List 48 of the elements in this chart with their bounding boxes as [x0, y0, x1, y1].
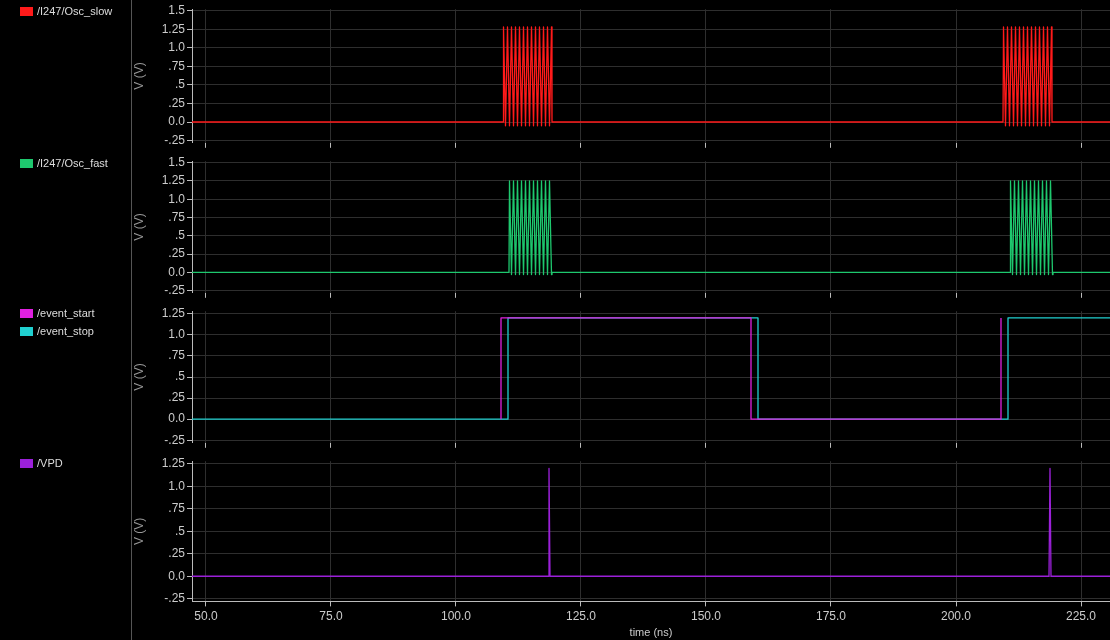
x-tick-label: 150.0 — [690, 608, 722, 623]
y-tick-label: .5 — [174, 523, 186, 538]
y-tick-label: -.25 — [164, 282, 186, 297]
y-axis-title: V (V) — [131, 213, 146, 241]
x-tick-label: 50.0 — [194, 608, 218, 623]
y-tick-label: 1.0 — [168, 40, 186, 55]
x-tick-label: 125.0 — [565, 608, 597, 623]
y-tick-label: .75 — [168, 209, 186, 224]
legend-label: /event_stop — [37, 325, 94, 337]
legend-label: /I247/Osc_slow — [37, 5, 113, 17]
legend-label: /event_start — [37, 307, 95, 319]
y-tick-label: .25 — [168, 390, 186, 405]
y-tick-label: 1.25 — [161, 456, 186, 471]
x-tick-label: 200.0 — [940, 608, 972, 623]
y-axis-title: V (V) — [131, 62, 146, 90]
x-tick-label: 175.0 — [815, 608, 847, 623]
legend-label: /I247/Osc_fast — [37, 157, 108, 169]
y-tick-label: -.25 — [164, 432, 186, 447]
y-axis-title: V (V) — [131, 363, 146, 391]
x-tick-label: 100.0 — [440, 608, 472, 623]
legend-label: /VPD — [37, 457, 63, 469]
y-tick-label: 1.25 — [161, 173, 186, 188]
y-tick-label: 1.5 — [168, 154, 186, 169]
y-tick-label: 1.5 — [168, 3, 186, 17]
y-tick-label: .25 — [168, 246, 186, 261]
y-tick-label: 0.0 — [168, 411, 186, 426]
y-tick-label: -.25 — [164, 591, 186, 606]
y-tick-label: -.25 — [164, 132, 186, 147]
x-tick-label: 75.0 — [319, 608, 343, 623]
y-tick-label: .75 — [168, 501, 186, 516]
y-tick-label: .75 — [168, 58, 186, 73]
y-tick-label: 0.0 — [168, 264, 186, 279]
y-tick-label: 1.25 — [161, 306, 186, 321]
y-tick-label: 0.0 — [168, 114, 186, 129]
y-axis-title: V (V) — [131, 517, 146, 545]
y-tick-label: 1.25 — [161, 21, 186, 36]
y-tick-label: 1.0 — [168, 327, 186, 342]
y-tick-label: .25 — [168, 546, 186, 561]
y-tick-label: 1.0 — [168, 191, 186, 206]
x-axis-title: time (ns) — [629, 626, 673, 639]
y-tick-label: 0.0 — [168, 568, 186, 583]
y-tick-label: .25 — [168, 95, 186, 110]
y-tick-label: .5 — [174, 77, 186, 92]
y-tick-label: 1.0 — [168, 478, 186, 493]
y-tick-label: .5 — [174, 228, 186, 243]
y-tick-label: .5 — [174, 369, 186, 384]
y-tick-label: .75 — [168, 348, 186, 363]
x-tick-label: 225.0 — [1065, 608, 1097, 623]
